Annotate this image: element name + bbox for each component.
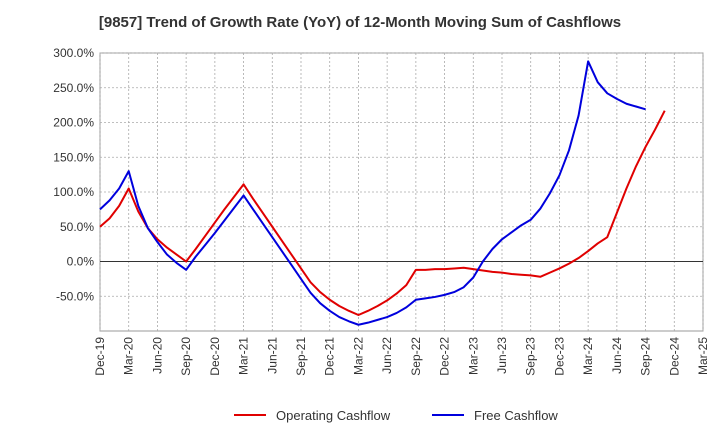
legend-label: Free Cashflow — [474, 408, 558, 423]
x-tick-label: Jun-21 — [265, 337, 279, 374]
y-tick-label: 50.0% — [60, 220, 94, 234]
x-tick-label: Jun-22 — [380, 337, 394, 374]
y-tick-label: 0.0% — [67, 255, 95, 269]
x-tick-label: Mar-21 — [237, 337, 251, 375]
y-tick-label: 150.0% — [53, 150, 94, 164]
y-tick-label: 300.0% — [53, 46, 94, 60]
series-line-operating-cashflow — [99, 110, 666, 317]
y-tick-label: 200.0% — [53, 116, 94, 130]
series-line-free-cashflow — [99, 60, 646, 326]
x-tick-label: Sep-24 — [639, 337, 653, 376]
legend-label: Operating Cashflow — [276, 408, 391, 423]
x-tick-label: Mar-23 — [466, 337, 480, 375]
x-tick-label: Mar-24 — [581, 337, 595, 375]
x-tick-label: Jun-24 — [610, 337, 624, 374]
x-tick-label: Jun-20 — [150, 337, 164, 374]
x-tick-label: Jun-23 — [495, 337, 509, 374]
x-tick-label: Mar-25 — [696, 337, 710, 375]
y-tick-label: 100.0% — [53, 185, 94, 199]
x-tick-label: Dec-22 — [438, 337, 452, 376]
x-tick-label: Mar-22 — [351, 337, 365, 375]
x-tick-label: Dec-23 — [552, 337, 566, 376]
x-tick-label: Dec-20 — [208, 337, 222, 376]
x-tick-label: Sep-22 — [409, 337, 423, 376]
x-tick-label: Mar-20 — [122, 337, 136, 375]
x-tick-label: Dec-21 — [323, 337, 337, 376]
chart-title: [9857] Trend of Growth Rate (YoY) of 12-… — [98, 14, 622, 31]
y-tick-label: 250.0% — [53, 81, 94, 95]
x-tick-label: Sep-21 — [294, 337, 308, 376]
x-tick-label: Sep-20 — [179, 337, 193, 376]
x-tick-label: Dec-24 — [667, 337, 681, 376]
x-tick-label: Dec-19 — [93, 337, 107, 376]
y-tick-label: -50.0% — [56, 289, 94, 303]
x-tick-label: Sep-23 — [524, 337, 538, 376]
